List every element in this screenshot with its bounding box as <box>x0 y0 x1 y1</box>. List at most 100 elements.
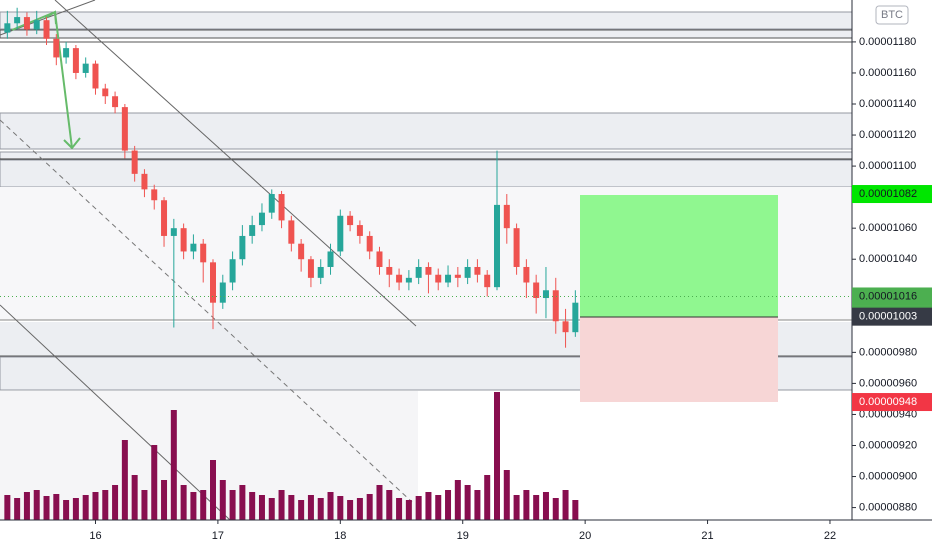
symbol[interactable]: BTC <box>881 9 903 21</box>
candle-body <box>366 235 373 252</box>
volume-bar <box>53 494 60 520</box>
volume-bar <box>396 498 403 520</box>
candle-body <box>386 266 393 275</box>
zone <box>0 391 418 520</box>
candle-body <box>503 204 510 229</box>
candle-body <box>141 173 148 190</box>
marks <box>0 7 852 520</box>
trend-line <box>54 0 417 327</box>
symbol-badge[interactable] <box>875 5 909 25</box>
x-tick-label: 18 <box>334 530 346 542</box>
y-tick-label: 0.00000900 <box>859 470 917 482</box>
price-badge-label: 0.00000948 <box>859 396 917 408</box>
volume-bar <box>366 494 373 520</box>
volume-bar <box>503 470 510 520</box>
x-tick-label: 19 <box>457 530 469 542</box>
candle-body <box>484 274 491 288</box>
y-tick-label: 0.00000920 <box>859 439 917 451</box>
candle-body <box>190 243 197 252</box>
volume-bar <box>14 498 21 520</box>
candle-body <box>43 20 50 39</box>
volume-bar <box>229 490 236 520</box>
candle-body <box>33 20 40 30</box>
volume-bar <box>533 495 540 520</box>
x-tick-label: 21 <box>701 530 713 542</box>
volume-bar <box>4 495 11 520</box>
volume-bar <box>180 485 187 520</box>
candle-body <box>63 48 70 58</box>
volume-bar <box>288 495 295 520</box>
candle-body <box>513 228 520 267</box>
volume-bar <box>200 490 207 520</box>
volume-bar <box>141 490 148 520</box>
volume-bar <box>268 498 275 520</box>
candle-body <box>425 266 432 275</box>
x-tick-label: 22 <box>824 530 836 542</box>
zone <box>0 112 853 150</box>
candle-body <box>542 290 549 299</box>
volume-bar <box>63 500 70 520</box>
arrow-head <box>44 10 57 25</box>
volume-bar <box>151 445 158 520</box>
candle-body <box>131 150 138 174</box>
volume-bar <box>121 440 128 520</box>
volume-bar <box>327 492 334 520</box>
candle-body <box>53 38 60 58</box>
y-tick-label: 0.00000980 <box>859 346 917 358</box>
price-badge <box>852 307 932 326</box>
y-tick-label: 0.00001040 <box>859 253 917 265</box>
candle-body <box>298 243 305 260</box>
candle-body <box>112 96 119 108</box>
y-tick-label: 0.00000960 <box>859 377 917 389</box>
candle-body <box>445 274 452 283</box>
volume-bar <box>249 492 256 520</box>
stop-zone <box>580 317 778 402</box>
trend-line <box>0 119 413 503</box>
y-tick-label: 0.00001160 <box>859 67 916 79</box>
candle-body <box>533 282 540 299</box>
y-tick-label: 0.00001140 <box>859 98 916 110</box>
volume-bar <box>239 485 246 520</box>
volume-bar <box>542 492 549 520</box>
volume-bar <box>513 495 520 520</box>
target-zone <box>580 195 778 317</box>
candle-body <box>210 262 216 303</box>
candle-body <box>288 220 295 244</box>
candle-body <box>494 204 500 288</box>
candle-body <box>464 266 471 278</box>
volume-bar <box>337 496 344 520</box>
price-badge <box>852 287 932 306</box>
volume-bar <box>386 490 393 520</box>
volume-bar <box>445 490 452 520</box>
volume-bar <box>112 485 119 520</box>
candle-body <box>72 48 79 73</box>
price-axis <box>852 0 932 550</box>
candle-body <box>92 63 99 89</box>
volume-bar <box>33 490 40 520</box>
volume-bar <box>562 490 569 520</box>
candle-body <box>435 274 442 283</box>
y-tick-label: 0.00001120 <box>859 129 916 141</box>
volume-bar <box>258 495 265 520</box>
arrow-head <box>63 137 81 150</box>
candle-body <box>23 17 30 30</box>
candle-body <box>249 225 256 236</box>
candle-body <box>552 290 559 322</box>
candle-body <box>317 266 324 278</box>
volume-bar <box>170 410 177 520</box>
volume-bar <box>425 492 432 520</box>
volume-bar <box>474 490 481 520</box>
y-tick-label: 0.00001060 <box>859 222 917 234</box>
candle-body <box>347 215 354 226</box>
trend-line <box>0 304 231 521</box>
volume-bar <box>190 492 197 520</box>
candle-body <box>239 235 246 260</box>
price-badge-label: 0.00001016 <box>859 290 917 302</box>
volume-bar <box>317 498 324 520</box>
candle-body <box>229 259 236 283</box>
volume-bar <box>131 475 138 520</box>
candle-body <box>562 321 569 333</box>
zone <box>0 151 853 160</box>
candle-body <box>474 266 481 275</box>
y-tick-label: 0.00001180 <box>859 36 916 48</box>
